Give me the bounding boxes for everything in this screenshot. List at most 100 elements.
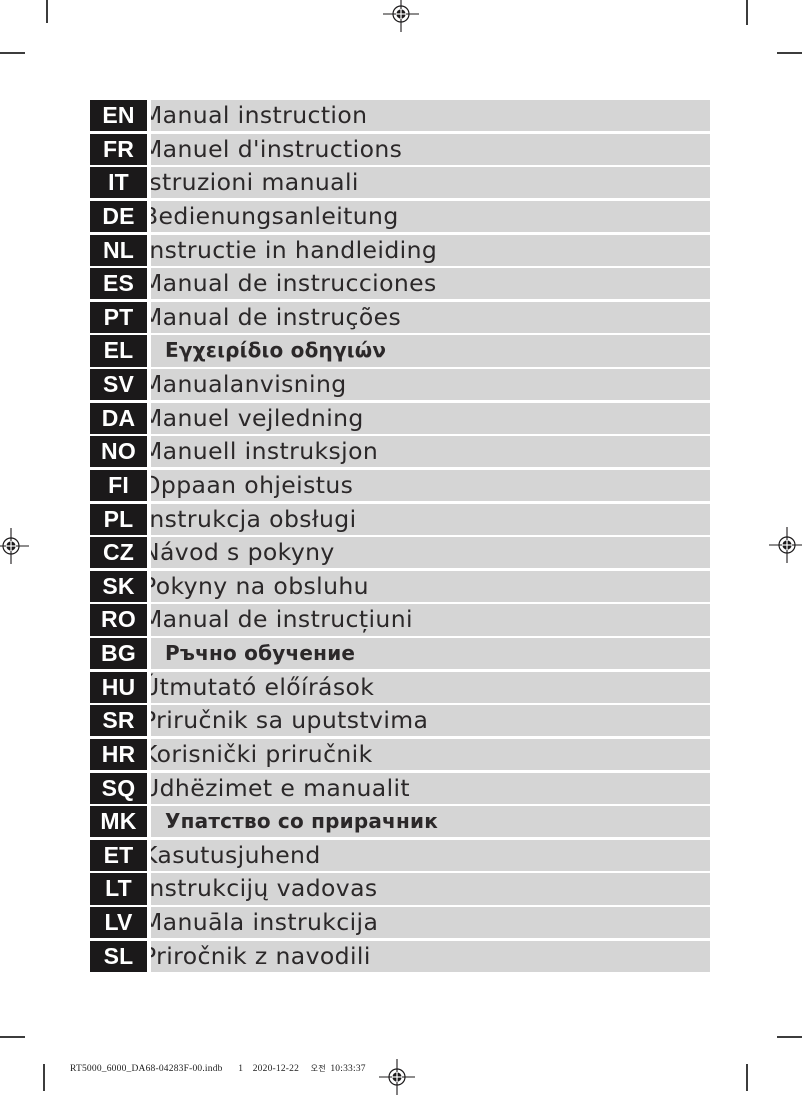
footer-date: 2020-12-22: [252, 1064, 300, 1074]
registration-mark-icon: [769, 527, 802, 563]
language-title: Instrukcja obsługi: [142, 504, 357, 533]
row-gray-bar: [151, 268, 710, 300]
badge-bar-gap: [147, 839, 151, 871]
crop-mark: [746, 0, 748, 25]
language-row: Pokyny na obsluhu SK: [90, 570, 710, 602]
language-code-badge: MK: [90, 806, 147, 838]
language-code-badge: FI: [90, 469, 147, 502]
row-gray-bar: [151, 167, 710, 199]
language-code-badge: CZ: [90, 537, 147, 569]
language-title: Упатство со прирачник: [165, 809, 438, 834]
language-title: Manuel d'instructions: [142, 134, 403, 163]
badge-bar-gap: [147, 604, 151, 636]
row-gray-bar: [151, 133, 710, 165]
badge-bar-gap: [147, 200, 151, 233]
row-gray-bar: [151, 671, 710, 703]
registration-mark-icon: [383, 0, 419, 32]
language-title: Priročnik z navodili: [142, 941, 371, 970]
crop-mark: [777, 52, 802, 54]
language-row: Istruzioni manuali IT: [90, 167, 710, 199]
language-code-badge: SV: [90, 369, 147, 401]
footer-page-number: 1: [238, 1064, 244, 1074]
language-row: Udhëzimet e manualit SQ: [90, 772, 710, 804]
language-code-badge: RO: [90, 604, 147, 636]
language-title: Manual de instrucciones: [142, 269, 437, 298]
language-title: Ръчно обучение: [165, 641, 356, 665]
row-gray-bar: [151, 907, 710, 939]
language-title: Manualanvisning: [142, 370, 347, 398]
row-gray-bar: [151, 469, 710, 502]
language-code-badge: HR: [90, 738, 147, 771]
badge-bar-gap: [147, 436, 151, 468]
registration-mark-icon: [0, 528, 29, 564]
badge-bar-gap: [147, 369, 151, 401]
language-row: Kasutusjuhend ET: [90, 839, 710, 871]
language-row: Bedienungsanleitung DE: [90, 200, 710, 233]
row-gray-bar: [151, 772, 710, 804]
language-row: Manual instruction EN: [90, 100, 710, 132]
language-code-badge: IT: [90, 167, 147, 199]
crop-mark: [746, 1064, 748, 1091]
registration-mark-icon: [379, 1059, 415, 1095]
row-gray-bar: [151, 301, 710, 333]
language-row: Manual de instrucțiuni RO: [90, 604, 710, 636]
row-gray-bar: [151, 873, 710, 905]
badge-bar-gap: [147, 537, 151, 569]
language-code-badge: SK: [90, 570, 147, 602]
crop-mark: [777, 1036, 802, 1038]
language-title: Priručnik sa uputstvima: [142, 706, 429, 735]
language-row: Manual de instruções PT: [90, 301, 710, 333]
language-title: Manual de instrucțiuni: [142, 605, 413, 634]
badge-bar-gap: [147, 940, 151, 972]
badge-bar-gap: [147, 268, 151, 300]
language-row: Ръчно обучение BG: [90, 638, 710, 670]
language-row: Návod s pokyny CZ: [90, 537, 710, 569]
language-title: Pokyny na obsluhu: [142, 571, 369, 600]
language-title: Instrukcijų vadovas: [142, 874, 378, 903]
crop-mark: [0, 52, 25, 54]
language-code-badge: HU: [90, 671, 147, 703]
language-code-badge: FR: [90, 133, 147, 165]
row-gray-bar: [151, 940, 710, 972]
language-code-badge: SR: [90, 705, 147, 737]
badge-bar-gap: [147, 402, 151, 434]
language-code-badge: PT: [90, 301, 147, 333]
row-gray-bar: [151, 839, 710, 871]
language-title: Návod s pokyny: [142, 538, 335, 567]
badge-bar-gap: [147, 671, 151, 703]
language-code-badge: ES: [90, 268, 147, 300]
language-title: Korisnički priručnik: [142, 739, 373, 768]
badge-bar-gap: [147, 167, 151, 199]
badge-bar-gap: [147, 705, 151, 737]
language-row: Manual de instrucciones ES: [90, 268, 710, 300]
language-row: Instructie in handleiding NL: [90, 234, 710, 266]
footer-meridiem: 오전: [310, 1064, 326, 1073]
badge-bar-gap: [147, 570, 151, 602]
badge-bar-gap: [147, 638, 151, 670]
row-gray-bar: [151, 537, 710, 569]
badge-bar-gap: [147, 806, 151, 838]
row-gray-bar: [151, 604, 710, 636]
row-gray-bar: [151, 806, 710, 838]
language-code-badge: NO: [90, 436, 147, 468]
language-code-badge: DE: [90, 200, 147, 233]
row-gray-bar: [151, 200, 710, 233]
language-code-badge: BG: [90, 638, 147, 670]
language-row: Manuel vejledning DA: [90, 402, 710, 434]
language-title: Manual instruction: [142, 101, 368, 129]
row-gray-bar: [151, 402, 710, 434]
badge-bar-gap: [147, 907, 151, 939]
language-row: Útmutató előírások HU: [90, 671, 710, 703]
language-code-badge: PL: [90, 503, 147, 535]
row-gray-bar: [151, 638, 710, 670]
language-title: Manual de instruções: [142, 302, 402, 331]
language-code-badge: ET: [90, 839, 147, 871]
language-code-badge: EL: [90, 335, 147, 367]
footer-time: 10:33:37: [330, 1064, 366, 1074]
language-code-badge: NL: [90, 234, 147, 266]
language-code-badge: EN: [90, 100, 147, 132]
badge-bar-gap: [147, 772, 151, 804]
language-row: Manuell instruksjon NO: [90, 436, 710, 468]
language-title: Bedienungsanleitung: [142, 201, 399, 230]
